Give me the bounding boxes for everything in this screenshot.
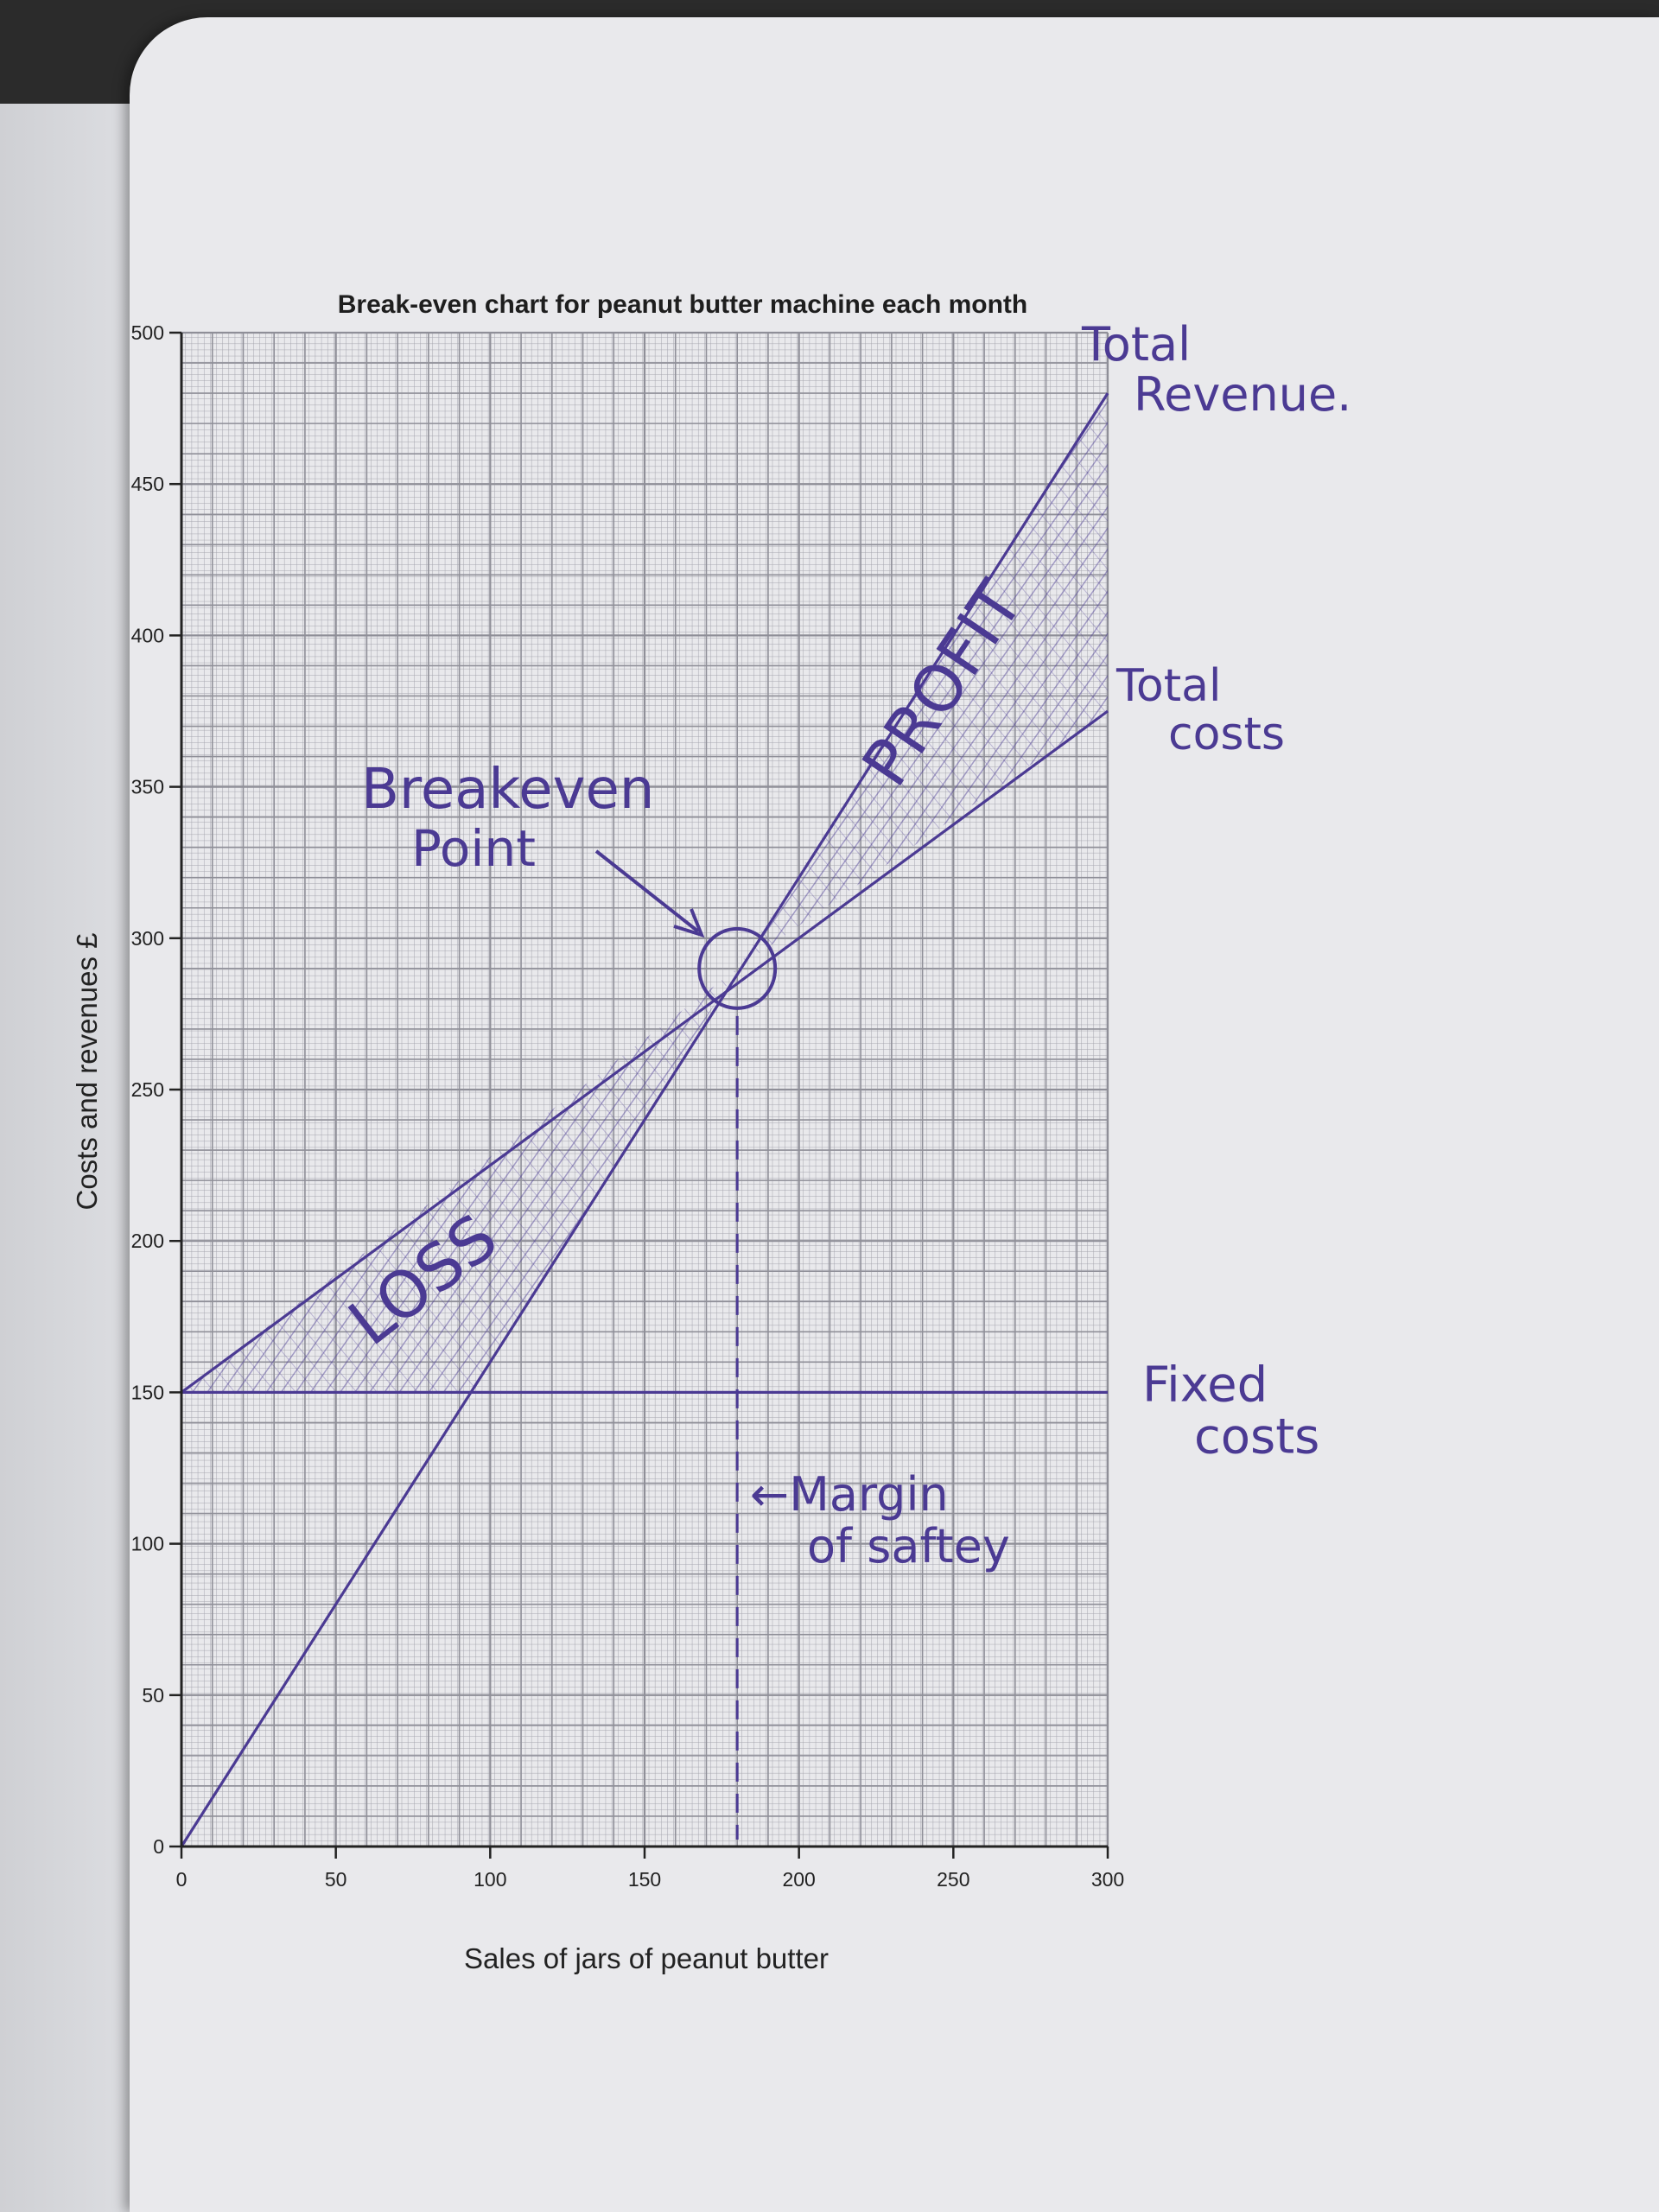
margin-label-line2: of saftey xyxy=(807,1519,1010,1573)
x-tick-label: 200 xyxy=(782,1868,815,1891)
total-revenue-label: Total xyxy=(1081,317,1191,372)
y-tick-label: 250 xyxy=(131,1078,164,1101)
breakeven-arrow-head xyxy=(673,908,705,938)
total-revenue-label-line2: Revenue. xyxy=(1134,367,1351,422)
total-costs-label: Total xyxy=(1116,660,1221,712)
x-tick-label: 50 xyxy=(325,1868,347,1891)
fixed-costs-label: Fixed xyxy=(1142,1357,1268,1413)
total-costs-line xyxy=(181,709,1109,1394)
chart-title: Break-even chart for peanut butter machi… xyxy=(338,290,1028,319)
x-tick-label: 300 xyxy=(1091,1868,1124,1891)
y-tick-label: 500 xyxy=(131,321,164,344)
breakeven-circle xyxy=(697,926,778,1010)
y-tick-label: 150 xyxy=(131,1381,164,1403)
breakeven-annotation: Breakeven Point xyxy=(361,758,705,938)
x-tick-label: 100 xyxy=(474,1868,506,1891)
fixed-costs-label-line2: costs xyxy=(1194,1408,1319,1465)
y-tick-label: 0 xyxy=(153,1835,164,1858)
margin-label-line1: ←Margin xyxy=(750,1467,949,1522)
y-tick-label: 300 xyxy=(131,927,164,950)
x-tick-label: 0 xyxy=(176,1868,188,1891)
previous-page-edge xyxy=(0,104,130,2212)
y-tick-label: 450 xyxy=(131,473,164,495)
breakeven-label-line1: Breakeven xyxy=(361,758,654,822)
y-tick-label: 350 xyxy=(131,776,164,798)
y-tick-label: 200 xyxy=(131,1230,164,1252)
y-axis-label: Costs and revenues £ xyxy=(71,932,103,1210)
margin-of-safety-annotation: ←Margin of saftey xyxy=(750,1467,1010,1573)
x-axis-label: Sales of jars of peanut butter xyxy=(464,1942,829,1974)
loss-area-crosshatch xyxy=(181,968,738,1393)
x-tick-label: 250 xyxy=(937,1868,969,1891)
plot-area: 0 50 100 150 200 250 300 350 400 450 500 0 50 100 150… xyxy=(131,321,1125,1891)
y-tick-label: 50 xyxy=(142,1684,164,1707)
y-tick-label: 100 xyxy=(131,1533,164,1555)
total-costs-label-line2: costs xyxy=(1168,709,1285,760)
x-tick-label: 150 xyxy=(628,1868,661,1891)
breakeven-arrow xyxy=(594,849,700,933)
breakeven-label-line2: Point xyxy=(411,819,536,878)
total-revenue-line xyxy=(180,392,1109,1847)
y-tick-label: 400 xyxy=(131,624,164,646)
